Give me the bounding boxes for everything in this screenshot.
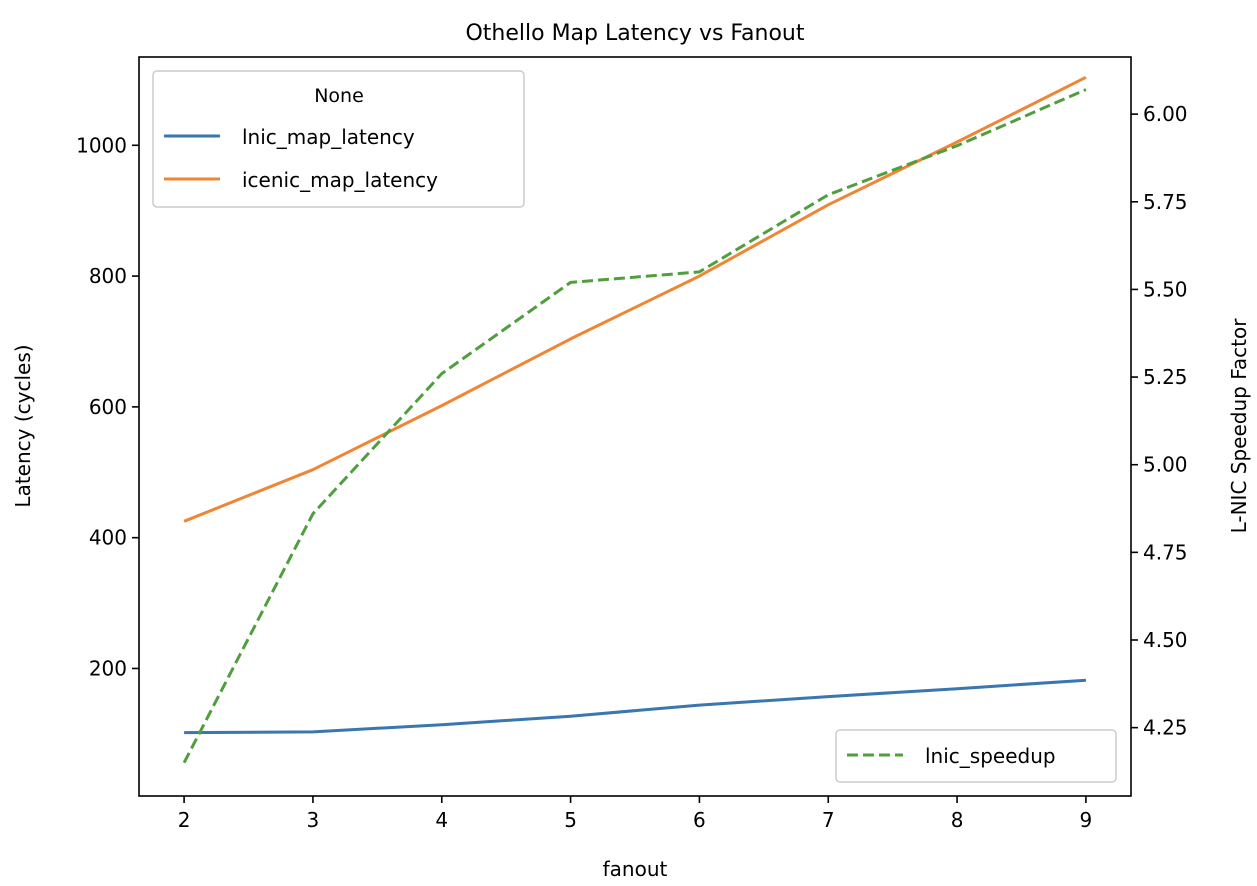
y2-tick-label: 6.00 <box>1143 102 1188 126</box>
y-tick-label: 200 <box>89 656 127 680</box>
legend-left-box <box>152 70 525 208</box>
x-tick-label: 3 <box>307 808 320 832</box>
y2-tick-label: 5.75 <box>1143 190 1188 214</box>
y2-axis-label: L-NIC Speedup Factor <box>1227 318 1251 534</box>
y-tick-label: 600 <box>89 395 127 419</box>
x-axis: 2 3 4 5 6 7 8 9 <box>178 796 1093 832</box>
x-tick-label: 8 <box>951 808 964 832</box>
x-tick-label: 2 <box>178 808 191 832</box>
x-tick-label: 4 <box>435 808 448 832</box>
legend-right: lnic_speedup <box>835 729 1117 783</box>
x-axis-label: fanout <box>603 857 668 881</box>
y-tick-label: 1000 <box>76 133 127 157</box>
y-axis-left: 200 400 600 800 1000 <box>76 133 139 680</box>
y2-tick-label: 5.50 <box>1143 277 1188 301</box>
legend-label-lnic-map-latency: lnic_map_latency <box>242 125 415 149</box>
series-layer <box>182 75 1087 764</box>
y-axis-label: Latency (cycles) <box>11 344 35 507</box>
x-tick-label: 9 <box>1080 808 1093 832</box>
series-line-icenic-map-latency <box>183 75 1087 523</box>
plot-frame <box>138 56 1132 797</box>
y2-tick-label: 5.00 <box>1143 453 1188 477</box>
y2-tick-label: 4.25 <box>1143 716 1188 740</box>
x-tick-label: 7 <box>822 808 835 832</box>
legend-label-lnic-speedup: lnic_speedup <box>925 744 1056 768</box>
chart-title: Othello Map Latency vs Fanout <box>465 21 804 46</box>
legend-left: None lnic_map_latency icenic_map_latency <box>152 70 525 208</box>
y-tick-label: 400 <box>89 526 127 550</box>
legend-left-title: None <box>314 85 364 107</box>
y-axis-right: 4.25 4.50 4.75 5.00 5.25 5.50 5.75 6.00 <box>1131 102 1188 740</box>
y-tick-label: 800 <box>89 264 127 288</box>
y2-tick-label: 5.25 <box>1143 365 1188 389</box>
y2-tick-label: 4.50 <box>1143 628 1188 652</box>
legend-right-box <box>835 729 1117 783</box>
y2-tick-label: 4.75 <box>1143 540 1188 564</box>
series-line-lnic-speedup <box>182 88 1087 764</box>
x-tick-label: 6 <box>693 808 706 832</box>
series-line-lnic-map-latency <box>184 678 1086 735</box>
legend-label-icenic-map-latency: icenic_map_latency <box>242 168 438 192</box>
x-tick-label: 5 <box>564 808 577 832</box>
